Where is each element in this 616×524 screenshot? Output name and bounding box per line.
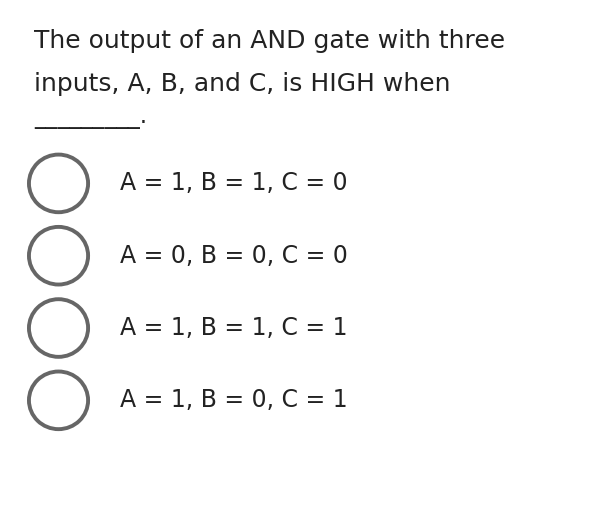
Text: The output of an AND gate with three: The output of an AND gate with three bbox=[34, 29, 505, 53]
Text: A = 1, B = 0, C = 1: A = 1, B = 0, C = 1 bbox=[120, 388, 348, 412]
Text: A = 1, B = 1, C = 1: A = 1, B = 1, C = 1 bbox=[120, 316, 347, 340]
Text: inputs, A, B, and C, is HIGH when: inputs, A, B, and C, is HIGH when bbox=[34, 72, 450, 96]
Text: _________.: _________. bbox=[34, 105, 147, 129]
Text: A = 1, B = 1, C = 0: A = 1, B = 1, C = 0 bbox=[120, 171, 348, 195]
Text: A = 0, B = 0, C = 0: A = 0, B = 0, C = 0 bbox=[120, 244, 348, 268]
